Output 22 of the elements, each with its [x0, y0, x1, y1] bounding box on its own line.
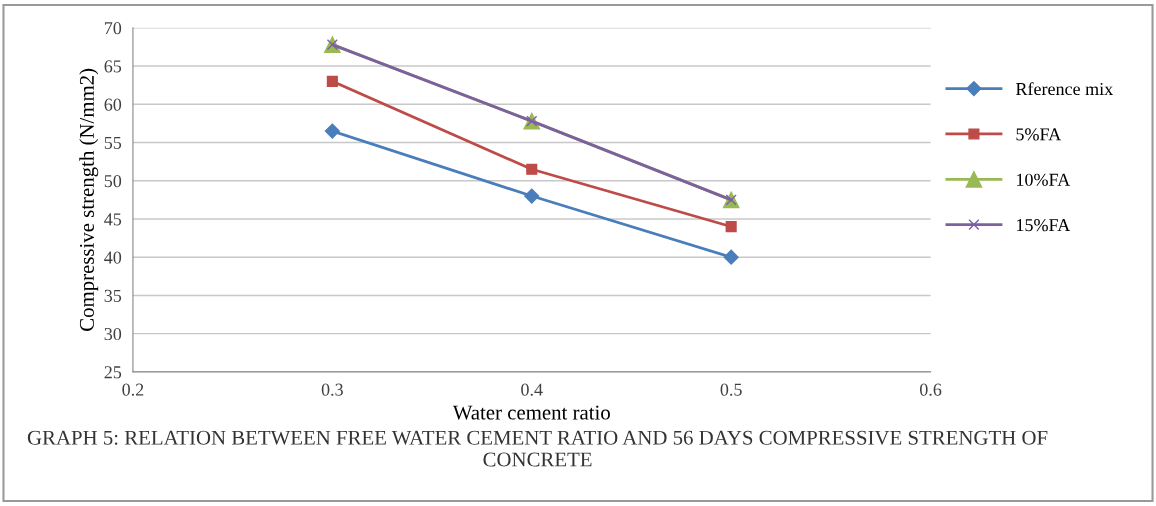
- y-tick-label: 25: [104, 366, 122, 379]
- y-tick-label: 60: [104, 98, 122, 111]
- legend-label: 15%FA: [1017, 219, 1071, 232]
- y-tick-label: 30: [104, 327, 122, 341]
- y-axis-title: Compressive strength (N/mm2): [79, 68, 99, 331]
- caption: GRAPH 5: RELATION BETWEEN FREE WATER CEMENT RATIO AND 56 DAYS COMPRESSIVE STRENGTH OF CONCRETE: [27, 430, 1048, 467]
- x-tick-label: 0.5: [720, 383, 742, 396]
- legend-label: Rference mix: [1015, 82, 1113, 96]
- y-tick-label: 45: [104, 213, 122, 226]
- y-tick-label: 55: [104, 136, 122, 149]
- legend-label: 10%FA: [1017, 173, 1071, 186]
- x-tick-label: 0.2: [122, 383, 144, 396]
- y-tick-label: 50: [104, 175, 122, 188]
- y-tick-label: 40: [104, 251, 122, 264]
- y-tick-label: 70: [104, 22, 122, 35]
- y-tick-label: 65: [104, 60, 122, 73]
- x-tick-label: 0.3: [321, 383, 343, 396]
- x-tick-label: 0.4: [521, 383, 543, 396]
- y-tick-label: 35: [104, 289, 122, 302]
- x-axis-title: Water cement ratio: [452, 405, 610, 420]
- x-tick-label: 0.6: [919, 383, 942, 396]
- legend-label: 5%FA: [1016, 128, 1062, 141]
